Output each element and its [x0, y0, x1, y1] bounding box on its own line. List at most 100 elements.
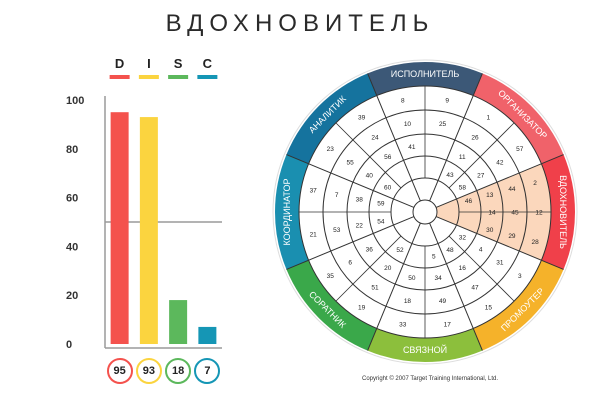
bar-S — [169, 300, 188, 344]
segment-label: КООРДИНАТОР — [282, 178, 292, 245]
y-tick-label: 40 — [66, 241, 78, 253]
wheel-number: 44 — [508, 186, 516, 193]
legend-letter-S: S — [174, 56, 183, 71]
wheel-number: 17 — [444, 321, 452, 328]
legend-swatch-I — [138, 75, 159, 79]
wheel-number: 60 — [384, 184, 392, 191]
wheel-number: 54 — [377, 218, 385, 225]
bar-C — [198, 326, 217, 344]
segment-label: ВДОХНОВИТЕЛЬ — [558, 175, 568, 249]
segment-band-1 — [473, 73, 564, 164]
wheel-number: 53 — [333, 227, 341, 234]
score-badge-I: 93 — [135, 358, 162, 384]
wheel-number: 43 — [446, 172, 454, 179]
wheel-number: 4 — [479, 247, 483, 254]
wheel-number: 27 — [477, 172, 485, 179]
copyright: Copyright © 2007 Target Training Interna… — [362, 376, 499, 382]
legend-letter-C: C — [203, 56, 213, 71]
wheel-number: 48 — [446, 247, 454, 254]
wheel-spoke — [367, 222, 421, 351]
wheel-number: 1 — [487, 115, 491, 122]
segment-label: ИСПОЛНИТЕЛЬ — [391, 69, 460, 79]
legend-letter-I: I — [147, 56, 151, 71]
wheel-number: 39 — [358, 115, 366, 122]
wheel-spoke-minor — [448, 122, 515, 189]
wheel-number: 11 — [459, 154, 466, 161]
page-title: ВДОХНОВИТЕЛЬ — [165, 10, 435, 37]
wheel-number: 29 — [508, 233, 516, 240]
segment-band-7 — [286, 73, 377, 164]
wheel-number: 24 — [371, 135, 379, 142]
bar-D — [110, 112, 129, 344]
wheel-number: 34 — [434, 275, 442, 282]
segment-band-6 — [274, 154, 309, 270]
y-tick-label: 100 — [66, 95, 84, 107]
bar-chart: 0 20 40 60 80 100 D I S C — [66, 56, 222, 351]
wheel-number: 19 — [358, 304, 366, 311]
wheel-number: 41 — [408, 144, 416, 151]
disc-wheel: ИСПОЛНИТЕЛЬОРГАНИЗАТОРВДОХНОВИТЕЛЬПРОМОУ… — [272, 59, 578, 365]
wheel-number: 5 — [432, 254, 436, 261]
wheel-spoke-minor — [448, 235, 515, 302]
y-tick-label: 0 — [66, 339, 72, 351]
wheel-spoke — [367, 73, 421, 202]
wheel-spoke-minor — [335, 235, 402, 302]
wheel-number: 6 — [348, 260, 352, 267]
y-tick-label: 20 — [66, 290, 78, 302]
wheel-number: 28 — [531, 239, 539, 246]
segment-band-5 — [286, 260, 377, 351]
wheel-number: 56 — [384, 154, 392, 161]
wheel-number: 45 — [511, 210, 519, 217]
wheel-number: 37 — [310, 187, 318, 194]
wheel-number: 12 — [535, 210, 543, 217]
wheel-number: 3 — [518, 273, 522, 280]
wheel-number: 13 — [486, 192, 494, 199]
wheel-number: 18 — [404, 298, 412, 305]
wheel-number: 55 — [347, 159, 355, 166]
wheel-number: 49 — [439, 298, 447, 305]
wheel-number: 26 — [471, 135, 479, 142]
wheel-spoke — [435, 154, 564, 208]
wheel-number: 7 — [335, 192, 339, 199]
wheel-spoke — [435, 216, 564, 270]
wheel-number: 40 — [366, 172, 374, 179]
wheel-number: 30 — [486, 227, 494, 234]
wheel-number: 8 — [401, 98, 405, 105]
wheel-number: 59 — [377, 201, 385, 208]
wheel-number: 25 — [439, 121, 447, 128]
wheel-number: 14 — [488, 210, 496, 217]
wheel-number: 35 — [327, 273, 335, 280]
score-badge-D: 95 — [106, 358, 133, 384]
wheel-spoke-minor — [335, 122, 402, 189]
wheel-number: 38 — [356, 196, 364, 203]
wheel-spoke — [429, 222, 483, 351]
wheel-number: 2 — [533, 180, 537, 187]
wheel-ring-5 — [412, 199, 438, 225]
wheel-number: 57 — [516, 146, 524, 153]
legend-letter-D: D — [115, 56, 124, 71]
wheel-number: 42 — [496, 159, 504, 166]
wheel-number: 16 — [459, 265, 467, 272]
wheel-number: 10 — [404, 121, 412, 128]
y-tick-label: 80 — [66, 144, 78, 156]
segment-band-3 — [473, 260, 564, 351]
wheel-number: 15 — [485, 304, 493, 311]
bar-I — [139, 117, 158, 344]
wheel-number: 33 — [399, 321, 407, 328]
legend-swatch-S — [168, 75, 189, 79]
wheel-number: 22 — [356, 223, 364, 230]
wheel-spoke — [286, 154, 415, 208]
wheel-number: 9 — [445, 98, 449, 105]
segment-band-2 — [541, 154, 575, 270]
wheel-spoke — [429, 73, 483, 202]
score-badge-C: 7 — [194, 358, 221, 384]
segment-band-0 — [367, 61, 483, 96]
wheel-number: 21 — [310, 232, 318, 239]
wheel-number: 51 — [371, 284, 379, 291]
wheel-spoke — [286, 216, 415, 270]
y-tick-label: 60 — [66, 193, 78, 205]
wheel-number: 46 — [465, 198, 473, 205]
legend-swatch-D — [109, 75, 130, 79]
segment-band-4 — [367, 328, 483, 363]
